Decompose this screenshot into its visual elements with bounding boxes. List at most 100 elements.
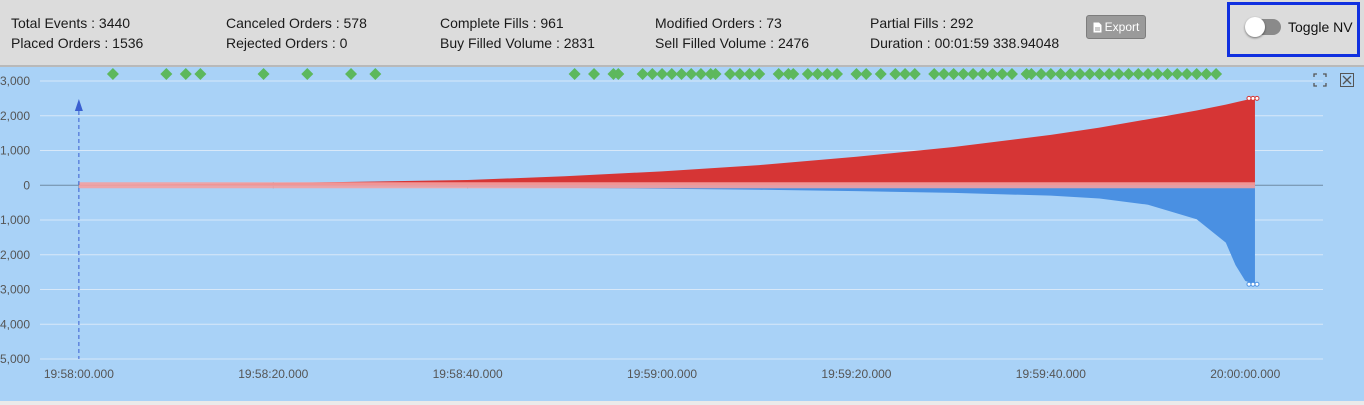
export-label: Export xyxy=(1104,20,1140,34)
rejected-orders-stat: Rejected Orders : 0 xyxy=(226,35,348,51)
event-marker xyxy=(301,68,314,81)
chart-area[interactable]: 3,000 2,000 1,000 0 1,000 2,000 3,000 4,000 5,00… xyxy=(0,67,1364,401)
canceled-orders-stat: Canceled Orders : 578 xyxy=(226,15,367,31)
file-icon xyxy=(1093,22,1102,32)
y-tick-label: 1,000 xyxy=(0,213,30,227)
event-marker xyxy=(1122,68,1135,81)
event-marker xyxy=(821,68,834,81)
event-marker xyxy=(908,68,921,81)
event-marker xyxy=(1161,68,1174,81)
event-marker xyxy=(899,68,912,81)
duration-stat: Duration : 00:01:59 338.94048 xyxy=(870,35,1060,51)
event-marker xyxy=(753,68,766,81)
event-marker xyxy=(685,68,698,81)
event-marker xyxy=(1005,68,1018,81)
event-marker xyxy=(1190,68,1203,81)
close-icon[interactable] xyxy=(1340,73,1354,87)
y-tick-label: 4,000 xyxy=(0,317,30,331)
modified-orders-stat: Modified Orders : 73 xyxy=(655,15,782,31)
x-tick-label: 19:58:20.000 xyxy=(238,367,308,381)
series-layer xyxy=(74,95,1260,359)
event-marker xyxy=(656,68,669,81)
event-marker xyxy=(1044,68,1057,81)
event-marker xyxy=(957,68,970,81)
sell-filled-volume-stat: Sell Filled Volume : 2476 xyxy=(655,35,810,51)
event-marker xyxy=(1200,68,1213,81)
y-tick-label: 1,000 xyxy=(0,144,30,158)
start-marker-arrow xyxy=(74,99,83,111)
total-events-stat: Total Events : 3440 xyxy=(11,15,131,31)
event-marker xyxy=(1151,68,1164,81)
toggle-nv-switch[interactable] xyxy=(1245,17,1281,37)
event-marker xyxy=(1083,68,1096,81)
y-tick-label: 0 xyxy=(23,178,30,192)
event-marker xyxy=(1035,68,1048,81)
event-marker xyxy=(709,68,722,81)
event-marker xyxy=(860,68,873,81)
event-marker xyxy=(874,68,887,81)
y-tick-label: 2,000 xyxy=(0,109,30,123)
x-tick-label: 19:58:40.000 xyxy=(433,367,503,381)
event-marker xyxy=(976,68,989,81)
buy-end-point xyxy=(1246,281,1252,287)
event-marker xyxy=(1074,68,1087,81)
event-marker xyxy=(772,68,785,81)
event-marker xyxy=(889,68,902,81)
y-tick-label: 5,000 xyxy=(0,352,30,366)
event-marker xyxy=(1210,68,1223,81)
event-marker xyxy=(1112,68,1125,81)
sell-end-point xyxy=(1254,95,1260,101)
event-marker xyxy=(345,68,358,81)
event-marker xyxy=(1093,68,1106,81)
buy-end-point xyxy=(1250,281,1256,287)
export-button[interactable]: Export xyxy=(1086,15,1146,39)
event-marker xyxy=(850,68,863,81)
toggle-knob xyxy=(1245,17,1265,37)
event-marker xyxy=(1180,68,1193,81)
x-tick-label: 19:59:40.000 xyxy=(1016,367,1086,381)
x-tick-label: 19:58:00.000 xyxy=(44,367,114,381)
event-marker xyxy=(1103,68,1116,81)
order-volume-chart[interactable]: 3,000 2,000 1,000 0 1,000 2,000 3,000 4,000 5,00… xyxy=(0,67,1364,401)
placed-orders-stat: Placed Orders : 1536 xyxy=(11,35,144,51)
event-marker xyxy=(612,68,625,81)
y-tick-label: 3,000 xyxy=(0,74,30,88)
event-marker xyxy=(743,68,756,81)
expand-icon[interactable] xyxy=(1313,73,1327,87)
complete-fills-stat: Complete Fills : 961 xyxy=(440,15,564,31)
event-marker xyxy=(811,68,824,81)
event-marker xyxy=(675,68,688,81)
order-band xyxy=(78,182,1255,189)
event-marker xyxy=(179,68,192,81)
event-marker xyxy=(1171,68,1184,81)
event-marker xyxy=(160,68,173,81)
sell-end-point xyxy=(1250,95,1256,101)
y-tick-label: 3,000 xyxy=(0,283,30,297)
event-marker xyxy=(1025,68,1038,81)
event-marker xyxy=(665,68,678,81)
event-marker xyxy=(646,68,659,81)
event-marker xyxy=(928,68,941,81)
event-marker xyxy=(194,68,207,81)
event-marker xyxy=(257,68,270,81)
stats-bar: Total Events : 3440 Placed Orders : 1536… xyxy=(0,0,1364,67)
event-marker xyxy=(588,68,601,81)
buy-filled-volume-stat: Buy Filled Volume : 2831 xyxy=(440,35,595,51)
event-marker xyxy=(787,68,800,81)
event-marker xyxy=(831,68,844,81)
event-marker xyxy=(694,68,707,81)
event-marker xyxy=(369,68,382,81)
event-marker xyxy=(967,68,980,81)
x-tick-label: 19:59:00.000 xyxy=(627,367,697,381)
partial-fills-stat: Partial Fills : 292 xyxy=(870,15,974,31)
sell-volume-area xyxy=(78,98,1255,186)
event-marker xyxy=(801,68,814,81)
y-tick-label: 2,000 xyxy=(0,248,30,262)
buy-volume-area xyxy=(78,185,1255,285)
event-marker xyxy=(1054,68,1067,81)
sell-end-point xyxy=(1246,95,1252,101)
event-marker xyxy=(1064,68,1077,81)
buy-end-point xyxy=(1254,281,1260,287)
event-marker xyxy=(568,68,581,81)
toggle-nv-label: Toggle NV xyxy=(1288,19,1353,35)
